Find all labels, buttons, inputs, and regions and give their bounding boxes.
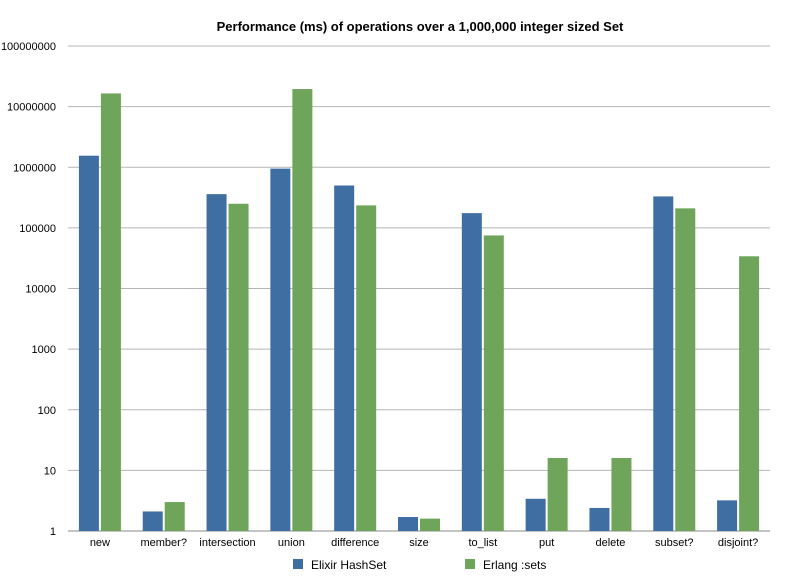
bar-put-series-1: [547, 458, 568, 531]
x-category-label: union: [278, 537, 305, 549]
bar-intersection-series-0: [206, 194, 227, 531]
bar-difference-series-0: [334, 185, 355, 531]
gridlines: [68, 45, 770, 532]
y-tick-label: 10: [44, 465, 56, 477]
bar-delete-series-1: [611, 458, 632, 531]
bar-new-series-0: [78, 155, 99, 532]
legend-label: Elixir HashSet: [311, 558, 387, 572]
y-tick-label: 10000: [25, 284, 56, 296]
bar-union-series-0: [270, 168, 291, 531]
y-tick-label: 1000: [32, 344, 56, 356]
x-category-label: delete: [595, 537, 625, 549]
bar-subset-series-0: [653, 196, 674, 531]
y-tick-label: 1: [50, 526, 56, 538]
bar-to_list-series-1: [483, 235, 504, 532]
y-tick-label: 100000: [19, 223, 56, 235]
bar-new-series-1: [100, 93, 121, 531]
bar-member-series-0: [142, 511, 163, 531]
x-category-label: subset?: [655, 537, 694, 549]
x-axis-labels: new member? intersection union difference siz…: [90, 537, 758, 549]
bars: [78, 89, 760, 532]
y-tick-label: 10000000: [7, 102, 56, 114]
bar-member-series-1: [164, 502, 185, 531]
bar-delete-series-0: [589, 507, 610, 531]
x-category-label: to_list: [468, 537, 497, 549]
x-category-label: put: [539, 537, 554, 549]
x-category-label: disjoint?: [718, 537, 758, 549]
y-tick-label: 100: [38, 405, 56, 417]
y-tick-label: 100000000: [1, 41, 56, 53]
chart-title: Performance (ms) of operations over a 1,…: [217, 19, 624, 34]
bar-subset-series-1: [675, 208, 696, 531]
x-category-label: difference: [331, 537, 379, 549]
bar-size-series-1: [420, 518, 440, 531]
bar-to_list-series-0: [461, 213, 482, 532]
bar-intersection-series-1: [228, 203, 249, 532]
bar-size-series-0: [398, 517, 418, 531]
legend: Elixir HashSet Erlang :sets: [293, 558, 546, 572]
y-axis-ticks: 1 10 100 1000 10000 100000 1000000 10000000 1000…: [1, 41, 56, 538]
bar-put-series-0: [525, 498, 546, 531]
legend-swatch: [293, 559, 303, 569]
x-category-label: new: [90, 537, 110, 549]
legend-label: Erlang :sets: [483, 558, 546, 572]
bar-disjoint-series-0: [717, 500, 738, 531]
legend-swatch: [465, 559, 475, 569]
y-tick-label: 1000000: [13, 162, 56, 174]
x-category-label: size: [409, 537, 429, 549]
x-category-label: member?: [140, 537, 186, 549]
bar-union-series-1: [292, 89, 313, 531]
x-category-label: intersection: [199, 537, 255, 549]
bar-difference-series-1: [356, 205, 377, 531]
bar-disjoint-series-1: [739, 256, 760, 531]
